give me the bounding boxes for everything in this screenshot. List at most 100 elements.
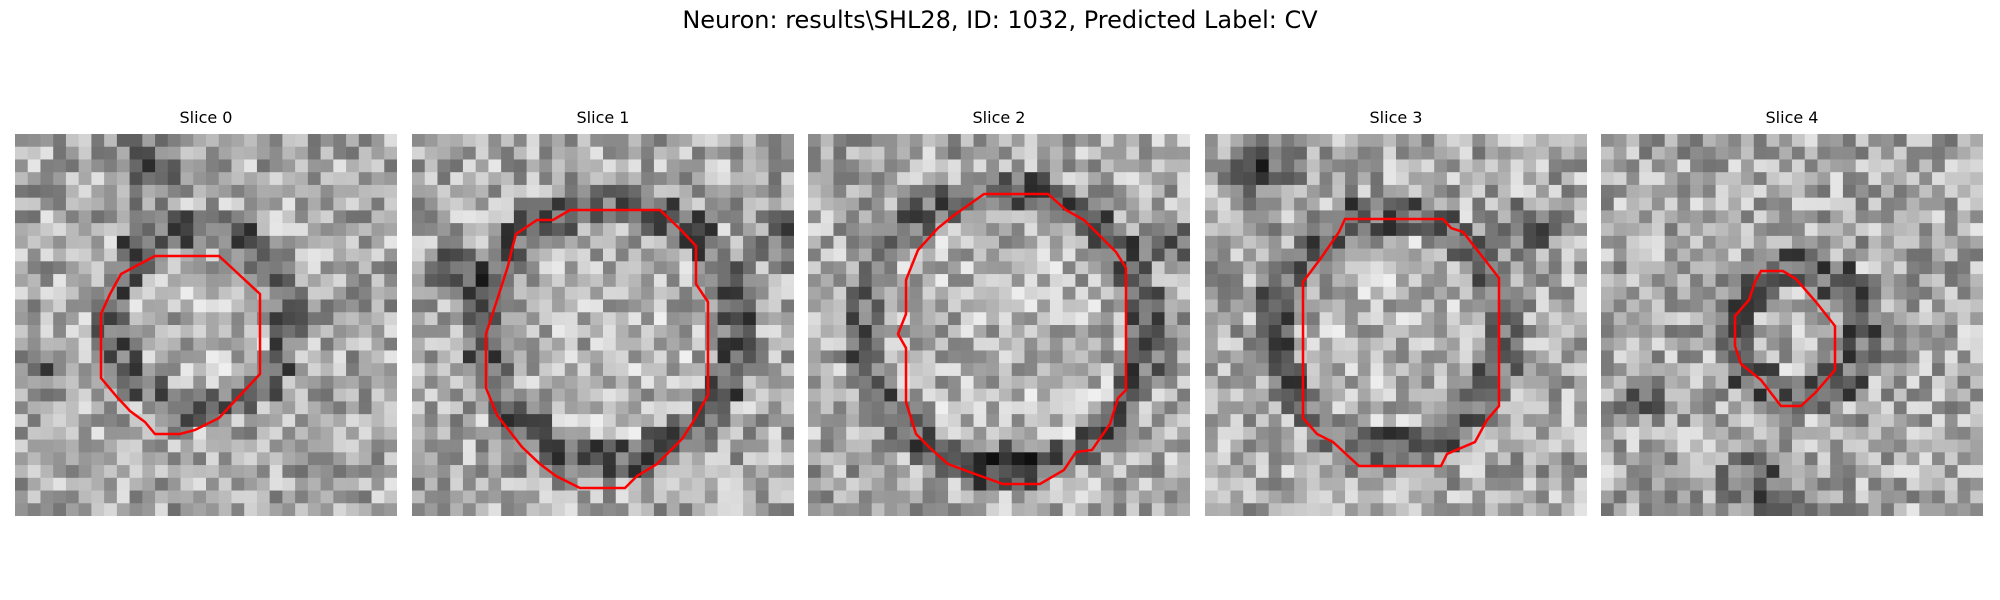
image-pixel	[244, 134, 258, 148]
image-pixel	[999, 465, 1013, 479]
image-pixel	[922, 248, 936, 262]
image-pixel	[755, 261, 769, 275]
image-pixel	[1944, 197, 1958, 211]
image-pixel	[384, 363, 397, 377]
image-pixel	[1944, 146, 1958, 160]
image-pixel	[1151, 350, 1165, 364]
image-pixel	[295, 337, 309, 351]
image-pixel	[1817, 490, 1831, 504]
image-pixel	[424, 388, 438, 402]
image-pixel	[1126, 261, 1140, 275]
image-pixel	[475, 134, 489, 148]
image-pixel	[307, 490, 321, 504]
image-pixel	[91, 210, 105, 224]
image-pixel	[1753, 172, 1767, 186]
image-pixel	[1817, 210, 1831, 224]
image-pixel	[1804, 375, 1818, 390]
image-pixel	[1792, 375, 1806, 390]
image-pixel	[1126, 184, 1140, 199]
image-pixel	[552, 490, 566, 504]
image-pixel	[1651, 439, 1666, 453]
image-pixel	[450, 325, 464, 339]
image-pixel	[1919, 146, 1933, 160]
image-pixel	[730, 184, 744, 199]
image-pixel	[1601, 172, 1615, 186]
image-pixel	[986, 261, 1000, 275]
image-pixel	[1574, 184, 1587, 199]
image-pixel	[973, 134, 987, 148]
image-pixel	[475, 426, 489, 440]
image-pixel	[424, 286, 438, 300]
image-pixel	[1037, 490, 1051, 504]
image-pixel	[1459, 465, 1473, 479]
image-pixel	[206, 299, 220, 313]
image-pixel	[513, 426, 527, 440]
image-pixel	[666, 388, 680, 402]
image-pixel	[1139, 325, 1153, 339]
image-pixel	[501, 363, 515, 377]
image-pixel	[973, 312, 987, 326]
image-pixel	[1230, 172, 1244, 186]
image-pixel	[1255, 414, 1270, 428]
image-pixel	[1049, 325, 1064, 339]
image-pixel	[717, 223, 731, 237]
image-pixel	[1075, 197, 1089, 211]
image-pixel	[307, 146, 321, 160]
image-pixel	[1855, 452, 1869, 466]
image-pixel	[1281, 388, 1295, 402]
image-pixel	[231, 325, 245, 339]
image-pixel	[104, 235, 118, 249]
image-pixel	[973, 223, 987, 237]
image-pixel	[1383, 439, 1397, 453]
image-pixel	[412, 134, 426, 148]
image-pixel	[603, 299, 617, 313]
image-pixel	[1626, 184, 1640, 199]
image-pixel	[1766, 210, 1780, 224]
image-pixel	[666, 363, 680, 377]
image-pixel	[65, 401, 80, 415]
image-pixel	[1830, 299, 1844, 313]
image-pixel	[1779, 337, 1793, 351]
image-pixel	[320, 159, 334, 173]
image-pixel	[679, 274, 693, 288]
image-pixel	[1370, 210, 1384, 224]
image-pixel	[1113, 426, 1127, 440]
image-pixel	[1075, 375, 1089, 390]
image-pixel	[1510, 388, 1524, 402]
image-pixel	[424, 146, 438, 160]
image-pixel	[768, 337, 782, 351]
image-pixel	[1664, 172, 1678, 186]
image-pixel	[384, 452, 397, 466]
image-pixel	[1842, 248, 1857, 262]
image-pixel	[1855, 375, 1869, 390]
image-pixel	[1523, 261, 1537, 275]
image-pixel	[40, 439, 54, 453]
image-pixel	[539, 439, 553, 453]
image-pixel	[1944, 426, 1958, 440]
image-pixel	[1113, 286, 1127, 300]
image-pixel	[986, 350, 1000, 364]
image-pixel	[552, 274, 566, 288]
image-pixel	[358, 401, 372, 415]
image-pixel	[884, 325, 898, 339]
image-pixel	[1049, 401, 1064, 415]
image-pixel	[1766, 235, 1780, 249]
image-pixel	[743, 286, 757, 300]
image-pixel	[40, 223, 54, 237]
image-pixel	[1255, 261, 1270, 275]
image-pixel	[295, 197, 309, 211]
image-pixel	[1919, 197, 1933, 211]
image-pixel	[833, 134, 847, 148]
image-pixel	[526, 274, 540, 288]
image-pixel	[1024, 325, 1038, 339]
image-pixel	[590, 426, 604, 440]
image-pixel	[1626, 490, 1640, 504]
image-pixel	[129, 452, 143, 466]
image-pixel	[65, 439, 80, 453]
image-pixel	[1944, 261, 1958, 275]
image-pixel	[1626, 261, 1640, 275]
image-pixel	[244, 261, 258, 275]
image-pixel	[104, 363, 118, 377]
image-pixel	[1639, 210, 1653, 224]
image-pixel	[948, 452, 962, 466]
